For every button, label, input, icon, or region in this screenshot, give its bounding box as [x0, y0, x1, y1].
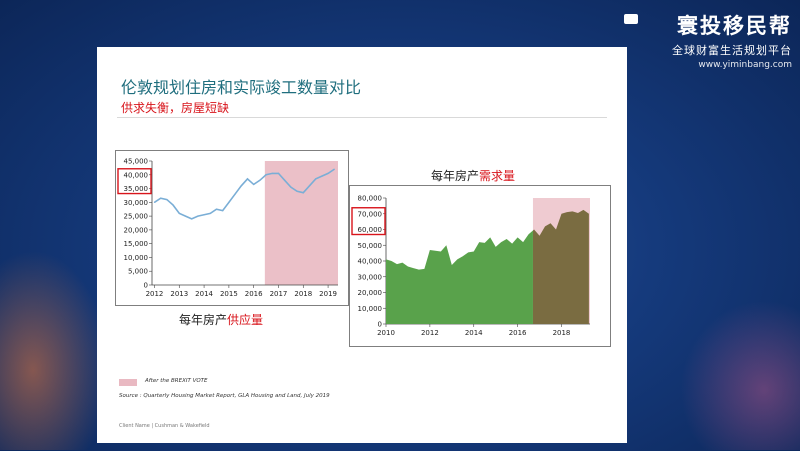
y-tick-label: 80,000	[358, 195, 383, 203]
supply-point	[191, 218, 193, 220]
x-tick-label: 2018	[553, 329, 571, 337]
supply-point	[203, 214, 205, 216]
y-tick-label: 0	[144, 282, 148, 290]
supply-point	[209, 212, 211, 214]
background-glow-left	[0, 250, 110, 450]
supply-point	[284, 179, 286, 181]
demand-caption-highlight: 需求量	[479, 169, 516, 183]
y-tick-label: 20,000	[124, 226, 149, 234]
y-tick-label: 10,000	[358, 305, 383, 313]
x-tick-label: 2010	[377, 329, 395, 337]
y-tick-label: 0	[378, 321, 382, 329]
supply-point	[172, 204, 174, 206]
y-tick-label: 30,000	[358, 273, 383, 281]
y-tick-label: 10,000	[124, 254, 149, 262]
logo-icon	[624, 14, 638, 24]
supply-point	[321, 175, 323, 177]
supply-caption-highlight: 供应量	[227, 313, 264, 327]
y-tick-label: 25,000	[124, 213, 149, 221]
highlighted-ticks-box	[351, 207, 386, 236]
highlighted-ticks-box	[117, 168, 152, 195]
demand-caption: 每年房产需求量	[431, 167, 515, 184]
supply-point	[234, 193, 236, 195]
y-tick-label: 60,000	[358, 226, 383, 234]
supply-point	[228, 201, 230, 203]
background-glow-right	[680, 300, 800, 450]
demand-area-post-brexit	[532, 209, 589, 324]
y-tick-label: 15,000	[124, 240, 149, 248]
demand-area-pre-brexit	[386, 230, 533, 324]
supply-caption: 每年房产供应量	[179, 311, 263, 328]
brand-title: 寰投移民帮	[677, 14, 792, 38]
slide-title: 伦敦规划住房和实际竣工数量对比	[121, 78, 362, 97]
x-tick-label: 2018	[294, 290, 312, 298]
brand-block: 寰投移民帮 全球财富生活规划平台 www.yiminbang.com	[622, 10, 792, 70]
y-tick-label: 20,000	[358, 289, 383, 297]
y-tick-label: 40,000	[124, 171, 149, 179]
y-tick-label: 35,000	[124, 185, 149, 193]
x-tick-label: 2013	[170, 290, 188, 298]
x-tick-label: 2017	[270, 290, 288, 298]
source-note: Source : Quarterly Housing Market Report…	[119, 393, 330, 399]
x-tick-label: 2012	[146, 290, 164, 298]
slide-footer: Client Name | Cushman & Wakefield	[119, 423, 210, 429]
x-tick-label: 2019	[319, 290, 337, 298]
supply-line	[154, 168, 335, 220]
y-tick-label: 70,000	[358, 210, 383, 218]
demand-chart: 0 10,000 20,000 30,000 40,000 50,000 60,000 70,…	[351, 195, 590, 337]
slide-subtitle: 供求失衡，房屋短缺	[121, 101, 230, 115]
supply-point	[315, 178, 317, 180]
x-tick-label: 2014	[195, 290, 213, 298]
supply-point	[290, 186, 292, 188]
supply-point	[240, 185, 242, 187]
slide: 伦敦规划住房和实际竣工数量对比 供求失衡，房屋短缺 0 5,000 10,000 15…	[97, 47, 627, 443]
supply-caption-prefix: 每年房产	[179, 313, 228, 327]
y-tick-label: 40,000	[358, 258, 383, 266]
supply-point	[160, 197, 162, 199]
y-tick-label: 5,000	[128, 268, 148, 276]
x-tick-label: 2015	[220, 290, 238, 298]
x-tick-label: 2012	[421, 329, 439, 337]
supply-point	[246, 178, 249, 180]
supply-point	[333, 168, 335, 170]
supply-point	[277, 172, 280, 174]
supply-point	[222, 210, 224, 212]
brand-url: www.yiminbang.com	[698, 60, 792, 70]
supply-point	[253, 183, 255, 186]
supply-point	[308, 185, 311, 187]
supply-point	[296, 190, 298, 192]
y-tick-label: 50,000	[358, 242, 383, 250]
x-tick-label: 2016	[509, 329, 527, 337]
supply-point	[197, 215, 199, 217]
legend-label: After the BREXIT VOTE	[145, 378, 208, 384]
supply-point	[302, 192, 304, 194]
brexit-shaded-region	[264, 161, 338, 285]
supply-point	[327, 172, 329, 174]
supply-point	[166, 198, 168, 201]
supply-point	[271, 172, 273, 174]
supply-point	[215, 208, 218, 210]
supply-chart-frame: 0 5,000 10,000 15,000 20,000 25,000 30,000 35,0…	[115, 150, 349, 306]
supply-point	[178, 212, 180, 214]
x-tick-label: 2014	[465, 329, 483, 337]
y-tick-label: 45,000	[124, 158, 149, 166]
demand-chart-frame: 0 10,000 20,000 30,000 40,000 50,000 60,000 70,…	[349, 185, 611, 347]
supply-point	[259, 179, 261, 181]
supply-point	[265, 174, 267, 176]
supply-chart: 0 5,000 10,000 15,000 20,000 25,000 30,000 35,0…	[117, 158, 338, 298]
x-tick-label: 2016	[245, 290, 263, 298]
title-divider	[117, 117, 607, 118]
supply-point	[184, 215, 187, 217]
y-tick-label: 30,000	[124, 199, 149, 207]
demand-caption-prefix: 每年房产	[431, 169, 480, 183]
legend-swatch	[119, 379, 137, 386]
supply-point	[153, 201, 156, 203]
brand-subtitle: 全球财富生活规划平台	[672, 44, 792, 57]
